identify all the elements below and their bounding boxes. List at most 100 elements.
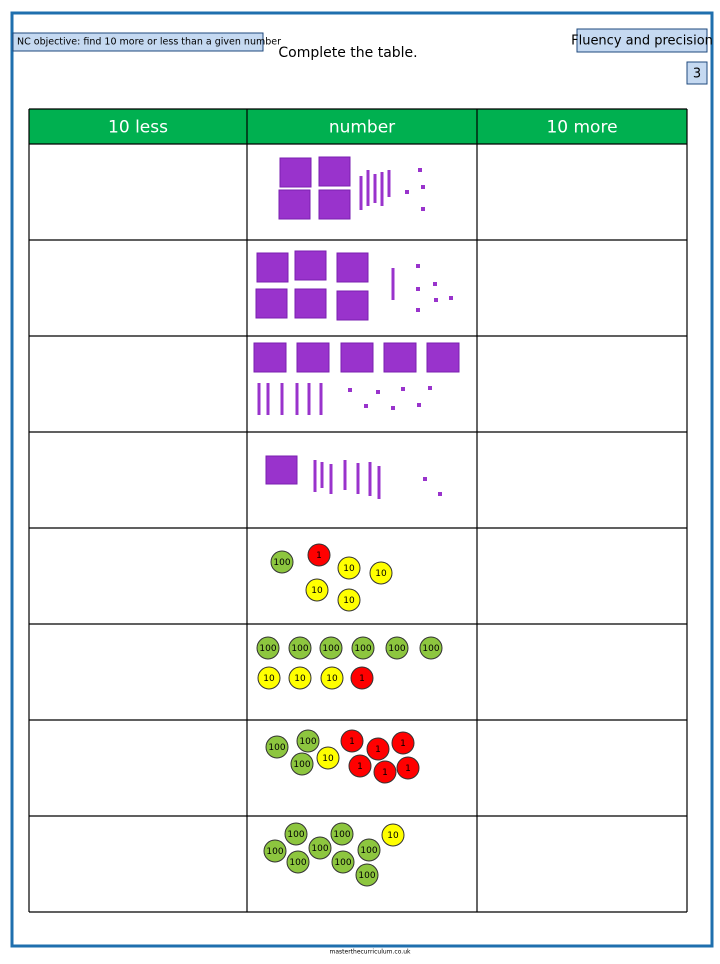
counter-label: 10 <box>294 674 306 684</box>
counter <box>286 850 310 874</box>
counter <box>337 556 361 580</box>
hundred-block <box>253 342 287 373</box>
hundred-block <box>294 250 327 281</box>
one-cube <box>433 282 437 286</box>
counter <box>337 588 361 612</box>
counter-label: 1 <box>359 674 365 684</box>
hundred-block <box>426 342 460 373</box>
one-cube <box>364 404 368 408</box>
counter-label: 10 <box>311 586 323 596</box>
counter-label: 10 <box>263 674 275 684</box>
counter-label: 100 <box>299 737 316 747</box>
counter <box>256 636 280 660</box>
ten-rod <box>320 462 324 488</box>
counter <box>270 550 294 574</box>
counter-label: 1 <box>357 762 363 772</box>
counter <box>288 636 312 660</box>
counter <box>355 863 379 887</box>
counter <box>369 561 393 585</box>
ten-rod <box>329 464 333 494</box>
counter-label: 100 <box>354 644 371 654</box>
one-cube <box>401 387 405 391</box>
hundred-block <box>294 288 327 319</box>
ten-rod <box>387 170 391 197</box>
ten-rod <box>359 176 363 210</box>
counter-label: 100 <box>287 830 304 840</box>
counter <box>307 543 331 567</box>
counter <box>340 729 364 753</box>
ten-rod <box>266 383 270 415</box>
counter <box>296 729 320 753</box>
counter <box>391 731 415 755</box>
hundred-block <box>318 189 351 220</box>
hundred-block <box>336 252 369 283</box>
counter-label: 100 <box>334 858 351 868</box>
counter <box>357 838 381 862</box>
counter <box>351 636 375 660</box>
counter-label: 100 <box>422 644 439 654</box>
counter-label: 10 <box>343 596 355 606</box>
hundred-block <box>340 342 374 373</box>
hundred-block <box>255 288 288 319</box>
hundred-block <box>279 157 312 188</box>
counter <box>373 760 397 784</box>
counter-label: 100 <box>273 558 290 568</box>
ten-rod <box>313 460 317 492</box>
counter-label: 1 <box>375 745 381 755</box>
one-cube <box>416 264 420 268</box>
one-cube <box>348 388 352 392</box>
one-cube <box>417 403 421 407</box>
counter-label: 100 <box>360 846 377 856</box>
counter <box>396 756 420 780</box>
counter <box>381 823 405 847</box>
hundred-block <box>278 189 311 220</box>
one-cube <box>391 406 395 410</box>
counter <box>265 735 289 759</box>
ten-rod <box>319 383 323 415</box>
hundred-block <box>318 156 351 187</box>
counter-label: 1 <box>382 768 388 778</box>
counter-label: 100 <box>266 847 283 857</box>
strand-box <box>576 28 708 53</box>
counter-label: 100 <box>388 644 405 654</box>
one-cube <box>416 287 420 291</box>
counter <box>284 822 308 846</box>
one-cube <box>405 190 409 194</box>
ten-rod <box>257 383 261 415</box>
counter-label: 10 <box>343 564 355 574</box>
table: 10 less number 10 more 100 1 10 10 10 10 100 100 10… <box>28 108 688 913</box>
counter-label: 100 <box>259 644 276 654</box>
counter <box>320 666 344 690</box>
ten-rod <box>377 466 381 499</box>
one-cube <box>434 298 438 302</box>
counter <box>419 636 443 660</box>
footer: masterthecurriculum.co.uk <box>330 949 411 956</box>
counter-label: 100 <box>289 858 306 868</box>
hundred-block <box>256 252 289 283</box>
counter-label: 100 <box>293 760 310 770</box>
counter-label: 100 <box>311 844 328 854</box>
hundred-block <box>336 290 369 321</box>
counter <box>319 636 343 660</box>
counter <box>331 850 355 874</box>
counter <box>257 666 281 690</box>
one-cube <box>423 477 427 481</box>
counter-label: 1 <box>405 764 411 774</box>
counter-label: 10 <box>375 569 387 579</box>
counter <box>308 836 332 860</box>
column-header: 10 more <box>546 118 617 138</box>
strand: Fluency and precision <box>571 34 713 49</box>
counter-label: 1 <box>349 737 355 747</box>
one-cube <box>376 390 380 394</box>
ten-rod <box>307 383 311 415</box>
one-cube <box>418 168 422 172</box>
ten-rod <box>368 462 372 496</box>
header-row <box>29 109 687 144</box>
counter <box>350 666 374 690</box>
hundred-block <box>383 342 417 373</box>
hundred-block <box>296 342 330 373</box>
counter <box>366 737 390 761</box>
counter <box>385 636 409 660</box>
column-header: number <box>329 118 395 138</box>
